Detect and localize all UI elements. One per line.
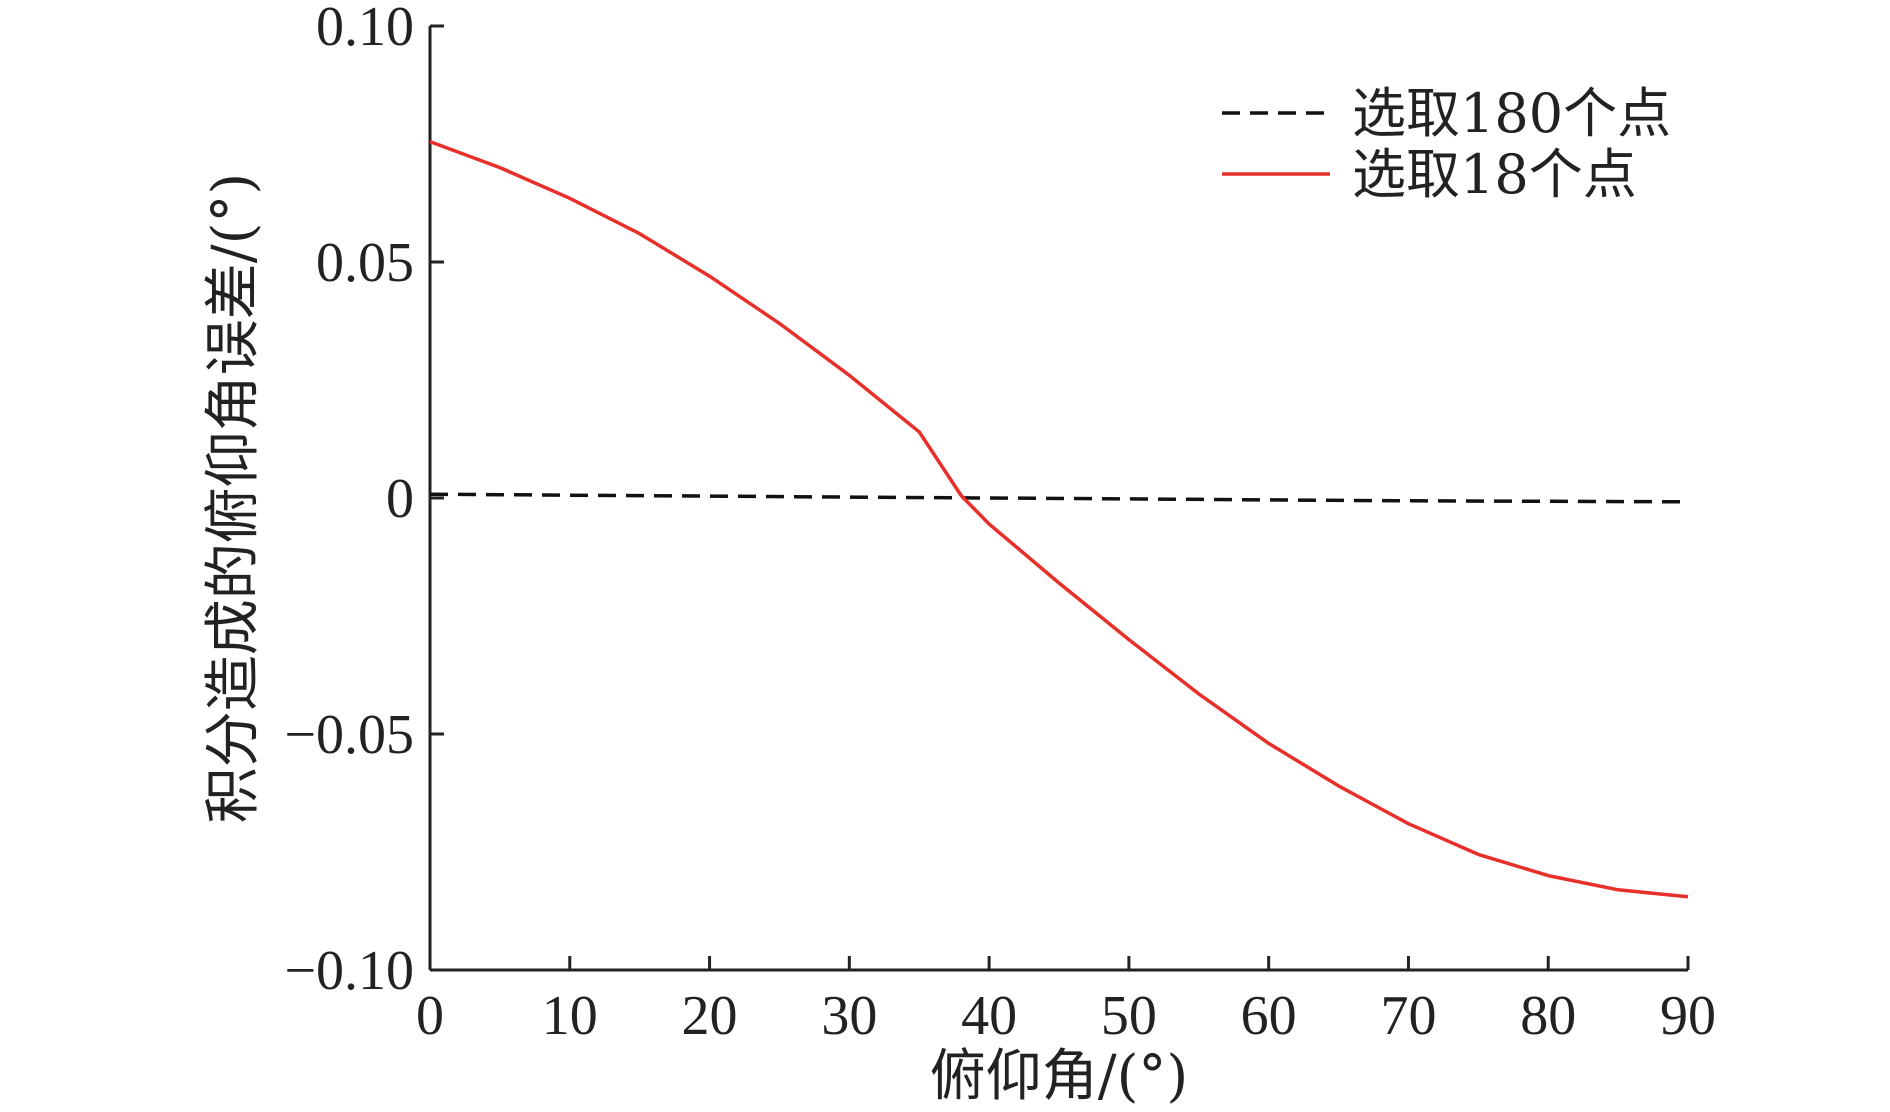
x-tick-label: 0 — [416, 985, 444, 1047]
x-axis-title: 俯仰角/(°) — [930, 1044, 1189, 1109]
y-tick-label: 0.10 — [316, 0, 414, 58]
x-tick-label: 50 — [1101, 985, 1157, 1047]
y-tick-label: −0.10 — [284, 940, 414, 1002]
x-tick-label: 30 — [821, 985, 877, 1047]
y-tick-label: 0 — [386, 468, 414, 530]
legend-label-series-0: 选取180个点 — [1352, 82, 1671, 145]
y-axis-ticks: −0.10 −0.05 0 0.05 0.10 — [284, 0, 444, 1002]
legend: 选取180个点 选取18个点 — [1222, 82, 1671, 206]
x-axis-ticks: 0 10 20 30 40 50 60 70 80 90 — [416, 956, 1716, 1047]
series-line-0 — [429, 492, 1689, 504]
x-tick-label: 90 — [1660, 985, 1716, 1047]
series-layer — [429, 139, 1689, 899]
legend-label-series-1: 选取18个点 — [1352, 143, 1637, 206]
y-tick-label: 0.05 — [316, 232, 414, 294]
y-tick-label: −0.05 — [284, 704, 414, 766]
y-axis-title: 积分造成的俯仰角误差/(°) — [201, 173, 266, 824]
series-line-1 — [429, 139, 1689, 899]
x-tick-label: 80 — [1520, 985, 1576, 1047]
x-tick-label: 40 — [961, 985, 1017, 1047]
plot-area: 0 10 20 30 40 50 60 70 80 90 −0.10 −0.05 0 0.05 0.10 — [284, 0, 1716, 1047]
x-tick-label: 10 — [542, 985, 598, 1047]
x-tick-label: 70 — [1380, 985, 1436, 1047]
x-tick-label: 60 — [1241, 985, 1297, 1047]
x-tick-label: 20 — [682, 985, 738, 1047]
